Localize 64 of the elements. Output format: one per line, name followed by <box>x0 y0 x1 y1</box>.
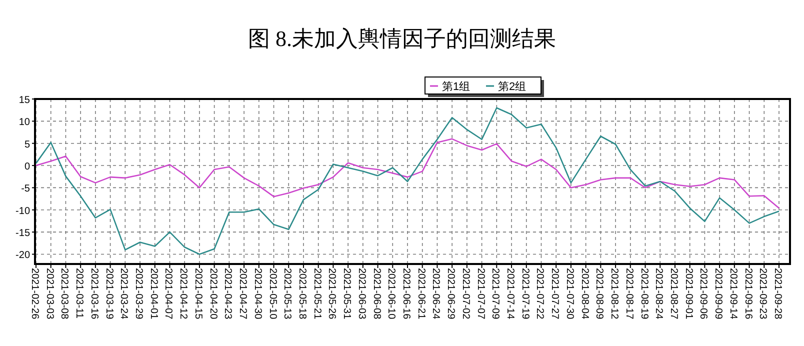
x-tick-label: 2021-04-23 <box>222 268 234 320</box>
x-tick-label: 2021-05-13 <box>282 268 293 320</box>
x-tick-label: 2021-03-29 <box>133 268 144 320</box>
x-tick-label: 2021-07-22 <box>534 268 546 320</box>
x-tick-label: 2021-04-15 <box>192 268 204 320</box>
x-tick-label: 2021-09-16 <box>742 268 754 320</box>
x-tick-label: 2021-09-01 <box>682 268 694 320</box>
x-tick-label: 2021-07-30 <box>564 268 575 320</box>
y-tick-label: -15 <box>16 228 30 240</box>
x-tick-label: 2021-05-31 <box>341 268 352 320</box>
x-tick-label: 2021-05-10 <box>266 268 278 320</box>
y-tick-label: 5 <box>24 139 30 150</box>
x-tick-label: 2021-04-12 <box>178 268 189 320</box>
y-tick-label: 0 <box>24 162 30 173</box>
x-tick-label: 2021-04-01 <box>148 268 159 320</box>
x-tick-label: 2021-06-16 <box>400 268 412 320</box>
x-tick-label: 2021-04-30 <box>252 268 263 320</box>
y-tick-label: -5 <box>21 184 30 195</box>
x-tick-label: 2021-07-09 <box>490 268 501 320</box>
x-tick-label: 2021-08-24 <box>653 268 664 320</box>
x-tick-label: 2021-07-19 <box>519 268 530 320</box>
x-tick-label: 2021-06-03 <box>356 268 367 320</box>
chart-title: 图 8.未加入輿情因子的回测结果 <box>248 26 556 51</box>
x-tick-label: 2021-03-11 <box>74 268 85 319</box>
x-tick-label: 2021-09-06 <box>698 268 709 320</box>
x-tick-label: 2021-03-03 <box>44 268 55 320</box>
x-tick-label: 2021-05-26 <box>326 268 338 320</box>
x-tick-label: 2021-06-21 <box>415 268 426 320</box>
y-tick-label: -20 <box>16 250 30 262</box>
x-tick-label: 2021-02-26 <box>29 268 40 320</box>
x-tick-label: 2021-07-14 <box>504 268 516 320</box>
x-tick-label: 2021-08-27 <box>668 268 679 320</box>
x-tick-label: 2021-09-23 <box>757 268 768 320</box>
x-tick-label: 2021-08-04 <box>578 268 590 320</box>
line-series <box>35 138 780 209</box>
x-tick-label: 2021-04-27 <box>237 268 248 320</box>
legend-label: 第2组 <box>498 81 526 93</box>
y-tick-label: -10 <box>16 206 30 217</box>
x-tick-label: 2021-08-09 <box>594 268 605 320</box>
x-tick-label: 2021-08-17 <box>623 268 634 320</box>
x-tick-label: 2021-03-24 <box>118 268 130 320</box>
x-tick-label: 2021-09-09 <box>712 268 724 320</box>
x-tick-label: 2021-05-18 <box>296 268 308 320</box>
x-tick-label: 2021-06-29 <box>445 268 456 320</box>
x-tick-label: 2021-06-10 <box>386 268 397 320</box>
y-tick-label: 15 <box>18 95 30 106</box>
x-tick-label: 2021-06-08 <box>370 268 382 320</box>
x-tick-label: 2021-03-19 <box>103 268 114 320</box>
x-tick-label: 2021-04-20 <box>207 268 218 320</box>
x-tick-label: 2021-07-02 <box>460 268 471 320</box>
x-tick-label: 2021-05-21 <box>311 268 322 320</box>
x-tick-label: 2021-09-14 <box>727 268 738 320</box>
x-tick-label: 2021-07-27 <box>549 268 560 320</box>
x-tick-label: 2021-06-24 <box>430 268 442 320</box>
x-tick-label: 2021-03-16 <box>88 268 100 320</box>
y-tick-label: 10 <box>18 117 30 128</box>
x-tick-label: 2021-09-28 <box>772 268 783 320</box>
x-tick-label: 2021-03-08 <box>58 268 70 320</box>
x-tick-label: 2021-08-12 <box>608 268 620 320</box>
x-tick-label: 2021-07-07 <box>474 268 486 320</box>
x-tick-label: 2021-04-07 <box>162 268 174 320</box>
line-series <box>35 107 780 255</box>
legend-label: 第1组 <box>442 81 470 93</box>
x-tick-label: 2021-08-19 <box>638 268 650 320</box>
